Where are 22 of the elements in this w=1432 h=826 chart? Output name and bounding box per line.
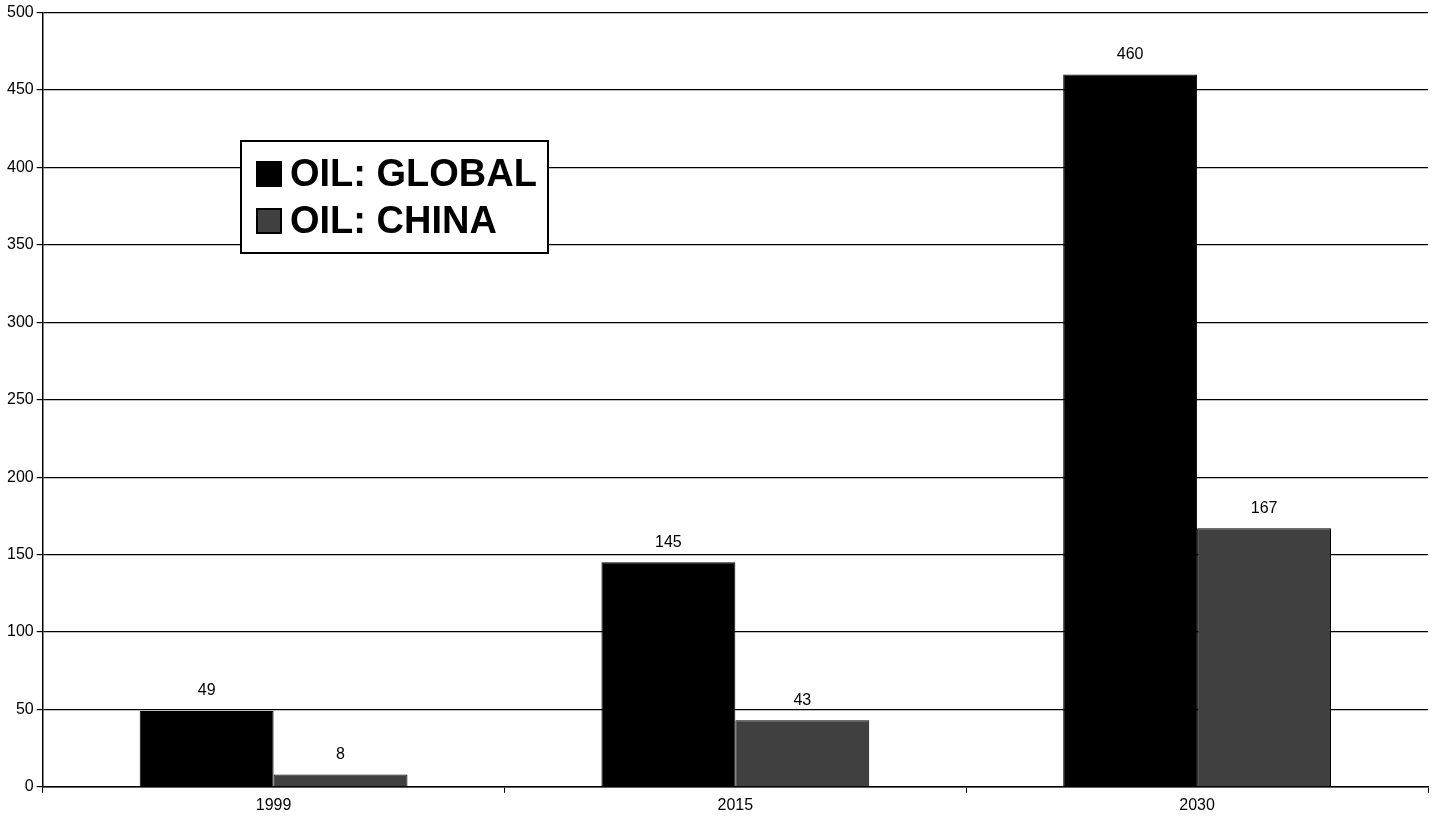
x-tick-label: 1999 <box>255 795 292 813</box>
y-tick-label: 400 <box>6 157 34 175</box>
y-tick-label: 100 <box>6 622 34 640</box>
y-tick-label: 50 <box>15 699 34 717</box>
legend-label: OIL: GLOBAL <box>290 152 537 195</box>
legend-label: OIL: CHINA <box>290 199 497 242</box>
y-tick-label: 500 <box>6 3 34 21</box>
data-label: 460 <box>1116 44 1144 62</box>
y-tick-label: 200 <box>6 467 34 485</box>
y-tick-label: 300 <box>6 312 34 330</box>
x-tick-label: 2015 <box>717 795 754 813</box>
y-tick-label: 350 <box>6 235 34 253</box>
data-label: 145 <box>655 532 682 550</box>
data-label: 49 <box>197 681 216 699</box>
data-label: 43 <box>793 690 812 708</box>
y-tick-label: 250 <box>6 390 34 408</box>
x-tick-label: 2030 <box>1179 795 1216 813</box>
y-tick-label: 0 <box>24 777 34 795</box>
data-label: 167 <box>1250 498 1278 516</box>
data-label: 8 <box>336 744 346 762</box>
y-tick-label: 450 <box>6 80 34 98</box>
y-tick-label: 150 <box>6 544 34 562</box>
